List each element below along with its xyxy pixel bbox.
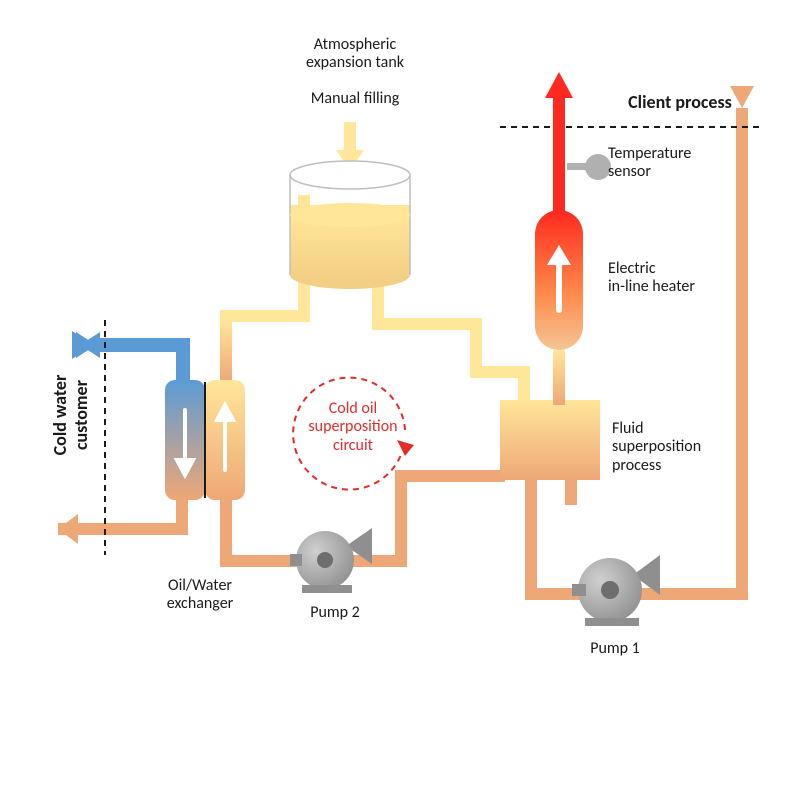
hot-out-arrow-icon	[545, 72, 573, 98]
exch-l2: exchanger	[167, 594, 233, 613]
cold-water-customer-label: Cold water customer	[50, 325, 91, 505]
fluid-l3: process	[612, 456, 661, 475]
atm-tank-l2: expansion tank	[306, 53, 404, 72]
pump1-label: Pump 1	[570, 640, 660, 658]
oil-water-exchanger	[165, 380, 245, 500]
temp-sensor-label: Temperature sensor	[608, 145, 738, 182]
circuit-l1: Cold oil	[329, 399, 377, 418]
heater-feed	[553, 350, 565, 405]
cwc-l1: Cold water	[49, 375, 71, 456]
exchanger-label: Oil/Water exchanger	[135, 577, 265, 614]
cwc-l2: customer	[70, 380, 92, 450]
atm-tank-label: Atmospheric expansion tank	[270, 36, 440, 73]
temp-sensor-l1: Temperature	[608, 144, 691, 163]
heater-l2: in-line heater	[608, 277, 695, 296]
electric-heater	[535, 90, 583, 350]
exch-l1: Oil/Water	[168, 576, 232, 595]
expansion-tank	[290, 161, 410, 289]
client-process-label: Client process	[600, 92, 760, 113]
fluid-box	[500, 400, 600, 480]
cold-oil-circuit-label: Cold oil superposition circuit	[298, 400, 408, 455]
fluid-box-label: Fluid superposition process	[612, 420, 742, 475]
arrow-out-orange	[58, 514, 78, 544]
blue-inlet	[80, 332, 190, 383]
circuit-l2: superposition	[308, 417, 397, 436]
heater-l1: Electric	[608, 259, 656, 278]
manual-fill-label: Manual filling	[270, 90, 440, 108]
diagram-stage: Atmospheric expansion tank Manual fillin…	[0, 0, 800, 800]
temperature-sensor	[567, 154, 611, 180]
temp-sensor-l2: sensor	[608, 162, 651, 181]
fluid-l1: Fluid	[612, 419, 644, 438]
heater-label: Electric in-line heater	[608, 260, 738, 297]
circuit-l3: circuit	[333, 436, 373, 455]
atm-tank-l1: Atmospheric	[314, 35, 396, 54]
pump2-label: Pump 2	[290, 604, 380, 622]
fluid-l2: superposition	[612, 437, 701, 456]
